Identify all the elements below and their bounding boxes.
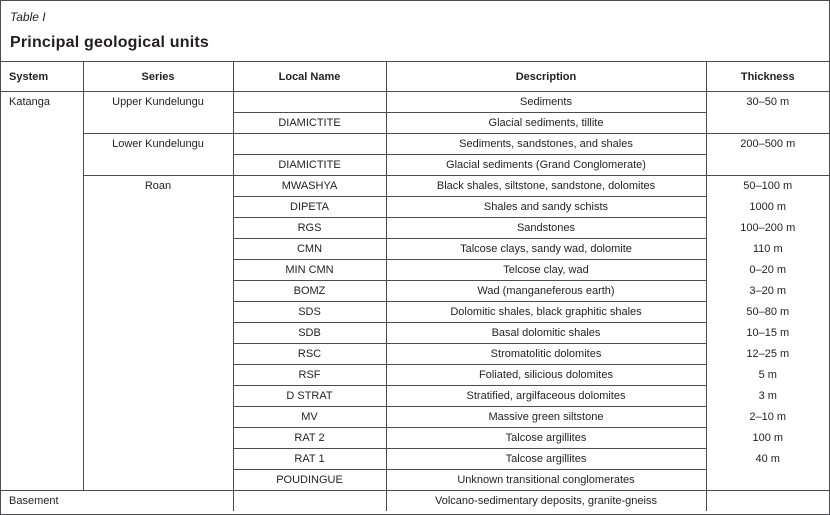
cell-thickness: 110 m: [705, 238, 829, 260]
table-row: RAT 2 Talcose argillites 100 m: [1, 427, 829, 449]
header-row: System Series Local Name Description Thi…: [1, 61, 829, 92]
cell-thickness: 0–20 m: [705, 259, 829, 281]
cell-series: Lower Kundelungu: [82, 133, 233, 176]
cell-local-name: CMN: [232, 238, 386, 260]
cell-thickness: 200–500 m: [705, 133, 829, 176]
cell-local-name: SDS: [232, 301, 386, 323]
table-row: POUDINGUE Unknown transitional conglomera…: [1, 469, 829, 491]
cell-description: Foliated, silicious dolomites: [385, 364, 706, 386]
cell-local-name: MV: [232, 406, 386, 428]
table-header: System Series Local Name Description Thi…: [1, 61, 829, 92]
cell-description: Talcose argillites: [385, 427, 706, 449]
table-row: RGS Sandstones 100–200 m: [1, 217, 829, 239]
table-row: RSF Foliated, silicious dolomites 5 m: [1, 364, 829, 386]
column-header-system: System: [1, 61, 83, 92]
column-header-description: Description: [385, 61, 706, 92]
cell-description: Glacial sediments, tillite: [385, 112, 706, 134]
table-row: Lower Kundelungu Sediments, sandstones, a…: [1, 133, 829, 176]
table-row: Katanga Upper Kundelungu Sediments 30–50 m: [1, 91, 829, 134]
cell-thickness: 2–10 m: [705, 406, 829, 428]
cell-local-name: DIAMICTITE: [232, 112, 386, 134]
cell-description: Basal dolomitic shales: [385, 322, 706, 344]
cell-thickness: 1000 m: [705, 196, 829, 218]
table-row: RAT 1 Talcose argillites 40 m: [1, 448, 829, 470]
cell-description: Wad (manganeferous earth): [385, 280, 706, 302]
cell-thickness: 40 m: [705, 448, 829, 470]
column-header-series: Series: [82, 61, 233, 92]
cell-description: Sandstones: [385, 217, 706, 239]
table-row: SDS Dolomitic shales, black graphitic sha…: [1, 301, 829, 323]
table-row: MV Massive green siltstone 2–10 m: [1, 406, 829, 428]
cell-description: Telcose clay, wad: [385, 259, 706, 281]
table-row: SDB Basal dolomitic shales 10–15 m: [1, 322, 829, 344]
cell-description: Shales and sandy schists: [385, 196, 706, 218]
table-row: D STRAT Stratified, argilfaceous dolomite…: [1, 385, 829, 407]
cell-local-name: POUDINGUE: [232, 469, 386, 491]
cell-series: Roan: [82, 175, 233, 491]
cell-description: Black shales, siltstone, sandstone, dolo…: [385, 175, 706, 197]
cell-thickness: 100–200 m: [705, 217, 829, 239]
cell-thickness: 100 m: [705, 427, 829, 449]
cell-thickness: 3–20 m: [705, 280, 829, 302]
cell-description: Talcose argillites: [385, 448, 706, 470]
cell-description: Sediments: [385, 91, 706, 113]
cell-local-name: RSF: [232, 364, 386, 386]
column-header-local-name: Local Name: [232, 61, 386, 92]
cell-description: Sediments, sandstones, and shales: [385, 133, 706, 155]
table-row: CMN Talcose clays, sandy wad, dolomite 110…: [1, 238, 829, 260]
cell-description: Glacial sediments (Grand Conglomerate): [385, 154, 706, 176]
cell-description: Volcano-sedimentary deposits, granite-gn…: [385, 490, 706, 511]
table-row: DIAMICTITE Glacial sediments, tillite: [1, 112, 829, 134]
table-row: RSC Stromatolitic dolomites 12–25 m: [1, 343, 829, 365]
cell-description: Unknown transitional conglomerates: [385, 469, 706, 491]
cell-description: Massive green siltstone: [385, 406, 706, 428]
cell-series: Upper Kundelungu: [82, 91, 233, 134]
title-block: Table I Principal geological units: [1, 1, 829, 61]
column-header-thickness: Thickness: [705, 61, 829, 92]
cell-thickness: 50–100 m: [705, 175, 829, 197]
cell-thickness: 5 m: [705, 364, 829, 386]
cell-local-name: MWASHYA: [232, 175, 386, 197]
cell-thickness: [705, 469, 829, 491]
cell-local-name: RAT 1: [232, 448, 386, 470]
cell-system: Basement: [1, 490, 233, 511]
page-title: Principal geological units: [10, 34, 210, 51]
cell-thickness: 12–25 m: [705, 343, 829, 365]
cell-local-name: [232, 490, 386, 511]
table-row: Basement Volcano-sedimentary deposits, gr…: [1, 490, 829, 511]
cell-thickness: 3 m: [705, 385, 829, 407]
cell-local-name: [232, 91, 386, 113]
table-row: DIAMICTITE Glacial sediments (Grand Congl…: [1, 154, 829, 176]
cell-thickness: 50–80 m: [705, 301, 829, 323]
cell-description: Talcose clays, sandy wad, dolomite: [385, 238, 706, 260]
cell-local-name: [232, 133, 386, 155]
cell-local-name: RSC: [232, 343, 386, 365]
cell-description: Stratified, argilfaceous dolomites: [385, 385, 706, 407]
cell-thickness: 30–50 m: [705, 91, 829, 134]
cell-thickness: 10–15 m: [705, 322, 829, 344]
table-row: BOMZ Wad (manganeferous earth) 3–20 m: [1, 280, 829, 302]
cell-system: Katanga: [9, 96, 50, 108]
table-label: Table I: [10, 10, 46, 24]
table-row: Roan MWASHYA Black shales, siltstone, sand…: [1, 175, 829, 491]
cell-local-name: RGS: [232, 217, 386, 239]
cell-description: Dolomitic shales, black graphitic shales: [385, 301, 706, 323]
cell-local-name: BOMZ: [232, 280, 386, 302]
cell-local-name: SDB: [232, 322, 386, 344]
cell-local-name: DIAMICTITE: [232, 154, 386, 176]
table-row: DIPETA Shales and sandy schists 1000 m: [1, 196, 829, 218]
cell-local-name: MIN CMN: [232, 259, 386, 281]
table-row: MIN CMN Telcose clay, wad 0–20 m: [1, 259, 829, 281]
cell-description: Stromatolitic dolomites: [385, 343, 706, 365]
cell-thickness: [705, 490, 829, 511]
cell-local-name: RAT 2: [232, 427, 386, 449]
geology-units-table: System Series Local Name Description Thi…: [1, 61, 829, 511]
cell-local-name: D STRAT: [232, 385, 386, 407]
cell-local-name: DIPETA: [232, 196, 386, 218]
